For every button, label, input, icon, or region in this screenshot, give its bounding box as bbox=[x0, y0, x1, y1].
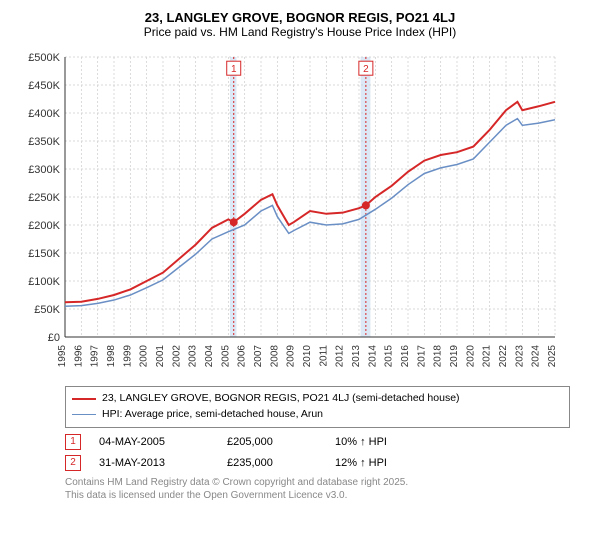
chart-container: £0 £50K £100K £150K £200K £250K £300K £350K £400… bbox=[10, 47, 590, 382]
event-delta-2: 12% ↑ HPI bbox=[335, 457, 387, 469]
legend-label-1: 23, LANGLEY GROVE, BOGNOR REGIS, PO21 4L… bbox=[102, 391, 460, 407]
event-row-1: 1 04-MAY-2005 £205,000 10% ↑ HPI bbox=[65, 434, 570, 450]
legend-row-1: 23, LANGLEY GROVE, BOGNOR REGIS, PO21 4L… bbox=[72, 391, 563, 407]
svg-text:2011: 2011 bbox=[318, 345, 329, 367]
events-table: 1 04-MAY-2005 £205,000 10% ↑ HPI 2 31-MA… bbox=[65, 434, 570, 471]
svg-text:£400K: £400K bbox=[28, 108, 60, 120]
event-num-1: 1 bbox=[65, 434, 81, 450]
svg-text:2001: 2001 bbox=[155, 345, 166, 368]
svg-text:£350K: £350K bbox=[28, 136, 60, 148]
svg-text:2023: 2023 bbox=[514, 345, 525, 368]
svg-text:2004: 2004 bbox=[204, 345, 215, 368]
svg-text:£200K: £200K bbox=[28, 220, 60, 232]
svg-text:£250K: £250K bbox=[28, 192, 60, 204]
svg-text:2020: 2020 bbox=[465, 345, 476, 368]
svg-text:£100K: £100K bbox=[28, 276, 60, 288]
svg-text:1996: 1996 bbox=[73, 345, 84, 368]
footnote-line-2: This data is licensed under the Open Gov… bbox=[65, 489, 570, 502]
event-date-2: 31-MAY-2013 bbox=[99, 457, 209, 469]
svg-text:2009: 2009 bbox=[286, 345, 297, 368]
svg-text:1998: 1998 bbox=[106, 345, 117, 368]
svg-text:2006: 2006 bbox=[237, 345, 248, 368]
legend-swatch-1 bbox=[72, 398, 96, 400]
svg-text:£300K: £300K bbox=[28, 164, 60, 176]
svg-text:2012: 2012 bbox=[335, 345, 346, 368]
legend-label-2: HPI: Average price, semi-detached house,… bbox=[102, 407, 323, 423]
legend: 23, LANGLEY GROVE, BOGNOR REGIS, PO21 4L… bbox=[65, 386, 570, 428]
svg-text:2: 2 bbox=[363, 64, 369, 75]
svg-text:2016: 2016 bbox=[400, 345, 411, 368]
page-subtitle: Price paid vs. HM Land Registry's House … bbox=[10, 25, 590, 39]
svg-text:2014: 2014 bbox=[367, 345, 378, 368]
svg-text:2002: 2002 bbox=[171, 345, 182, 368]
svg-text:2015: 2015 bbox=[384, 345, 395, 368]
svg-text:2017: 2017 bbox=[416, 345, 427, 368]
svg-text:£450K: £450K bbox=[28, 80, 60, 92]
svg-text:2021: 2021 bbox=[482, 345, 493, 368]
legend-row-2: HPI: Average price, semi-detached house,… bbox=[72, 407, 563, 423]
event-price-2: £235,000 bbox=[227, 457, 317, 469]
event-row-2: 2 31-MAY-2013 £235,000 12% ↑ HPI bbox=[65, 455, 570, 471]
svg-text:2022: 2022 bbox=[498, 345, 509, 368]
footnote: Contains HM Land Registry data © Crown c… bbox=[65, 476, 570, 502]
svg-text:2000: 2000 bbox=[139, 345, 150, 368]
svg-text:1999: 1999 bbox=[122, 345, 133, 368]
svg-text:£0: £0 bbox=[48, 332, 60, 344]
svg-text:2010: 2010 bbox=[302, 345, 313, 368]
price-chart: £0 £50K £100K £150K £200K £250K £300K £350K £400… bbox=[10, 47, 570, 377]
svg-text:2024: 2024 bbox=[531, 345, 542, 368]
svg-text:2019: 2019 bbox=[449, 345, 460, 368]
svg-text:2005: 2005 bbox=[220, 345, 231, 368]
event-delta-1: 10% ↑ HPI bbox=[335, 436, 387, 448]
svg-text:2003: 2003 bbox=[188, 345, 199, 368]
svg-text:£150K: £150K bbox=[28, 248, 60, 260]
event-num-2: 2 bbox=[65, 455, 81, 471]
svg-text:2025: 2025 bbox=[547, 345, 558, 368]
page-title: 23, LANGLEY GROVE, BOGNOR REGIS, PO21 4L… bbox=[10, 10, 590, 25]
footnote-line-1: Contains HM Land Registry data © Crown c… bbox=[65, 476, 570, 489]
svg-text:£500K: £500K bbox=[28, 52, 60, 64]
svg-text:2018: 2018 bbox=[433, 345, 444, 368]
event-price-1: £205,000 bbox=[227, 436, 317, 448]
legend-swatch-2 bbox=[72, 414, 96, 416]
svg-text:1997: 1997 bbox=[90, 345, 101, 368]
svg-text:1995: 1995 bbox=[57, 345, 68, 368]
svg-text:£50K: £50K bbox=[34, 304, 60, 316]
svg-text:2013: 2013 bbox=[351, 345, 362, 368]
svg-text:2007: 2007 bbox=[253, 345, 264, 368]
svg-text:2008: 2008 bbox=[269, 345, 280, 368]
svg-text:1: 1 bbox=[231, 64, 237, 75]
event-date-1: 04-MAY-2005 bbox=[99, 436, 209, 448]
